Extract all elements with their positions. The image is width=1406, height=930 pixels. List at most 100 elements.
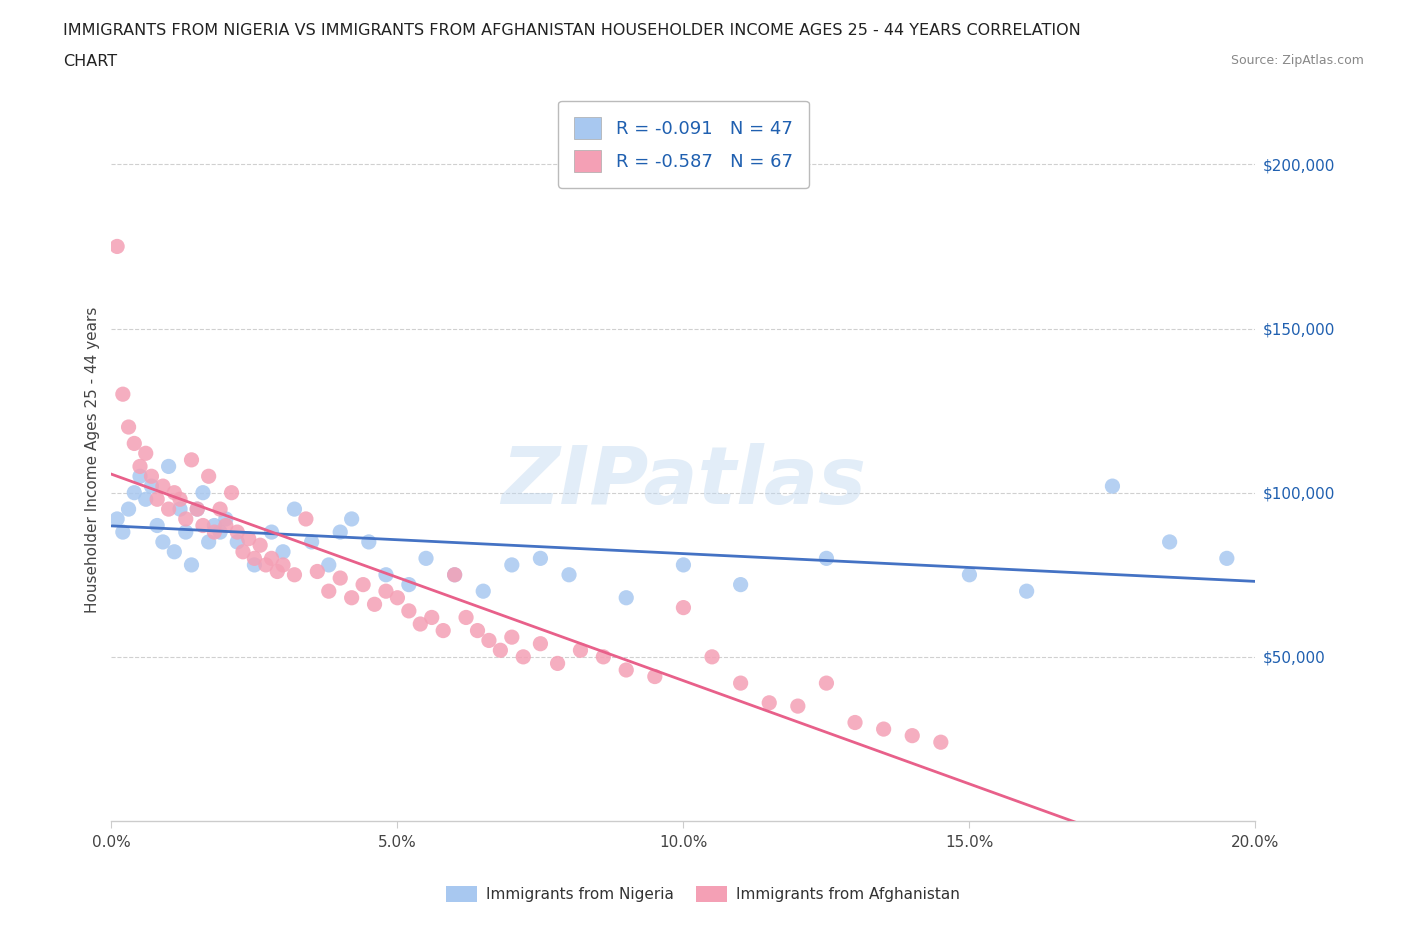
Point (730, 676, 752, 691)
Point (844, 715, 866, 730)
Point (191, 518, 214, 533)
Point (1101, 479, 1123, 494)
Point (501, 557, 523, 572)
Point (215, 512, 238, 526)
Point (512, 649, 534, 664)
Point (146, 518, 169, 533)
Point (929, 735, 952, 750)
Point (209, 501, 232, 516)
Point (129, 459, 152, 474)
Point (243, 557, 266, 572)
Point (872, 722, 894, 737)
Point (786, 698, 808, 713)
Point (135, 492, 157, 507)
Point (260, 525, 283, 539)
Y-axis label: Householder Income Ages 25 - 44 years: Householder Income Ages 25 - 44 years (86, 307, 100, 613)
Point (307, 565, 329, 579)
Point (105, 239, 128, 254)
Point (249, 538, 271, 552)
Point (283, 567, 305, 582)
Point (301, 535, 323, 550)
Point (957, 567, 980, 582)
Point (415, 551, 437, 565)
Point (243, 551, 266, 565)
Point (398, 604, 420, 618)
Point (163, 544, 186, 559)
Point (398, 578, 420, 592)
Point (409, 617, 432, 631)
Text: Source: ZipAtlas.com: Source: ZipAtlas.com (1230, 54, 1364, 67)
Point (318, 584, 340, 599)
Point (672, 557, 695, 572)
Point (226, 535, 249, 550)
Point (1015, 584, 1038, 599)
Point (387, 591, 409, 605)
Point (117, 419, 139, 434)
Point (1159, 535, 1181, 550)
Point (467, 623, 489, 638)
Point (529, 551, 551, 565)
Point (815, 676, 838, 691)
Point (363, 597, 385, 612)
Point (472, 584, 495, 599)
Point (478, 633, 501, 648)
Point (129, 469, 152, 484)
Point (569, 643, 592, 658)
Point (209, 525, 232, 539)
Point (197, 535, 219, 550)
Point (329, 525, 352, 539)
Point (672, 600, 695, 615)
Point (558, 567, 581, 582)
Point (501, 630, 523, 644)
Point (197, 469, 219, 484)
Point (180, 452, 202, 467)
Point (901, 728, 924, 743)
Point (180, 557, 202, 572)
Point (169, 501, 191, 516)
Point (614, 662, 637, 677)
Point (169, 492, 191, 507)
Point (420, 610, 443, 625)
Point (644, 669, 666, 684)
Point (318, 557, 340, 572)
Point (271, 557, 294, 572)
Point (174, 525, 197, 539)
Point (547, 656, 569, 671)
Point (221, 485, 243, 500)
Point (105, 512, 128, 526)
Point (238, 531, 260, 546)
Point (815, 551, 838, 565)
Point (454, 610, 477, 625)
Point (1216, 551, 1239, 565)
Point (117, 501, 139, 516)
Point (135, 445, 157, 460)
Point (186, 501, 208, 516)
Point (254, 557, 277, 572)
Point (202, 518, 225, 533)
Point (174, 512, 197, 526)
Point (375, 584, 398, 599)
Point (758, 696, 780, 711)
Point (186, 501, 208, 516)
Point (266, 565, 288, 579)
Point (489, 643, 512, 658)
Point (111, 387, 134, 402)
Point (157, 459, 180, 474)
Point (432, 623, 454, 638)
Point (141, 479, 163, 494)
Point (157, 501, 180, 516)
Point (215, 518, 238, 533)
Point (163, 485, 186, 500)
Point (202, 525, 225, 539)
Point (271, 544, 294, 559)
Point (375, 567, 398, 582)
Point (152, 479, 174, 494)
Point (340, 512, 363, 526)
Point (340, 591, 363, 605)
Point (260, 551, 283, 565)
Point (700, 649, 723, 664)
Point (614, 591, 637, 605)
Text: IMMIGRANTS FROM NIGERIA VS IMMIGRANTS FROM AFGHANISTAN HOUSEHOLDER INCOME AGES 2: IMMIGRANTS FROM NIGERIA VS IMMIGRANTS FR… (63, 23, 1081, 38)
Text: CHART: CHART (63, 54, 117, 69)
Point (592, 649, 614, 664)
